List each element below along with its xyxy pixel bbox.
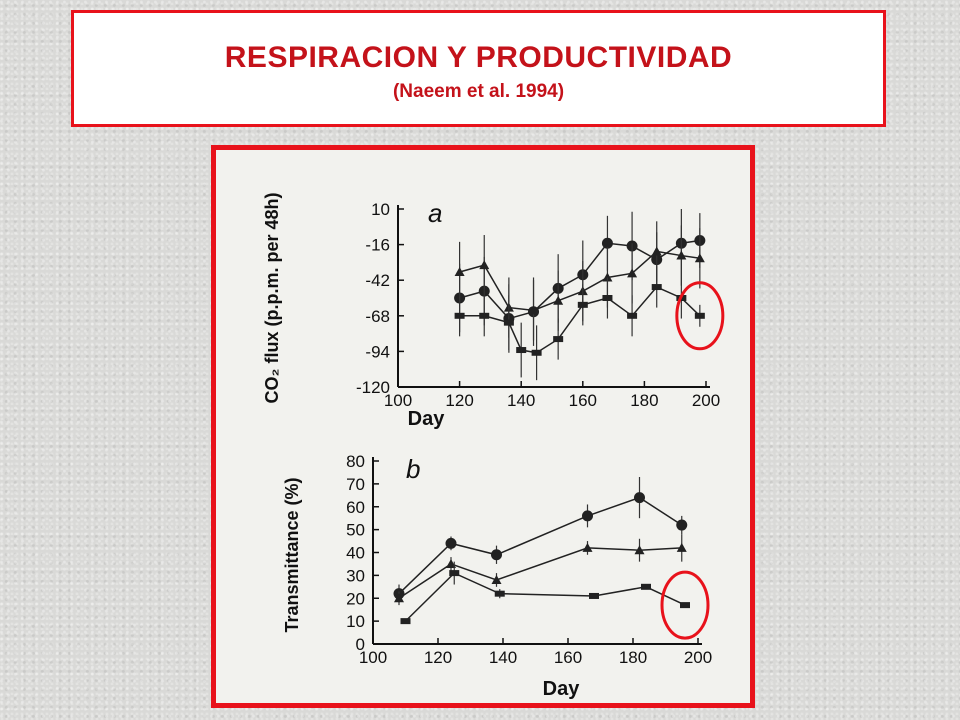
panel-a-x-tick-label: 200	[692, 391, 720, 410]
panel-b-y-tick-label: 40	[346, 544, 365, 563]
panel-a-point-square	[454, 312, 465, 319]
panel-a-highlight-circle	[675, 281, 725, 351]
panel-a-x-tick-label: 120	[445, 391, 473, 410]
panel-b-point-triangle	[446, 558, 456, 568]
panel-a-x-tick-label: 100	[384, 391, 412, 410]
panel-a-point-triangle	[651, 246, 662, 256]
panel-a-point-square	[531, 349, 542, 356]
panel-b-x-tick-label: 200	[684, 648, 712, 667]
page-subtitle: (Naeem et al. 1994)	[392, 81, 565, 102]
panel-b-y-tick-label: 70	[346, 475, 365, 494]
panel-a-point-square	[577, 301, 588, 308]
panel-a-y-tick-label: -68	[365, 307, 390, 326]
panel-b-point-square	[449, 570, 460, 577]
panel-b-point-square	[494, 590, 505, 597]
panel-a-y-tick-label: -94	[365, 342, 390, 361]
panel-a-point-square	[694, 312, 705, 319]
panel-b-point-square	[680, 602, 690, 609]
panel-a-y-tick-label: -42	[365, 271, 390, 290]
panel-a-point-circle	[601, 237, 613, 249]
panel-b-y-tick-label: 80	[346, 452, 365, 471]
panel-a-point-triangle	[602, 272, 613, 282]
panel-b-y-tick-label: 0	[356, 635, 365, 654]
panel-b-point-triangle	[491, 574, 502, 584]
panel-b-series-square-line	[404, 572, 686, 622]
panel-b-y-tick-label: 60	[346, 498, 365, 517]
figure-panel: 10 -16 -42 -68 -94 -120 100 120 140 160 180 200 Day C…	[211, 145, 755, 708]
panel-b-y-tick-label: 10	[346, 612, 365, 631]
panel-a-x-tick-label: 180	[630, 391, 658, 410]
panel-a-point-square	[627, 312, 638, 319]
panel-a-point-square	[602, 295, 613, 301]
panel-a-point-triangle	[694, 253, 705, 263]
panel-b-y-tick-label: 50	[346, 521, 365, 540]
panel-b-point-square	[589, 592, 599, 599]
panel-b-point-circle	[445, 537, 457, 549]
panel-b-y-axis-label: Transmittance (%)	[282, 477, 302, 632]
panel-a-y-tick-label: -16	[365, 236, 390, 255]
panel-a-point-triangle	[676, 250, 687, 260]
panel-b-x-axis-label: Day	[543, 678, 581, 700]
panel-a-point-triangle	[528, 305, 539, 315]
panel-b-point-circle	[676, 519, 688, 531]
panel-a-series-triangle-line	[459, 250, 700, 312]
panel-a-point-triangle	[553, 295, 564, 305]
panel-a-point-square	[479, 312, 490, 319]
panel-b-point-square	[641, 583, 651, 590]
page-title: RESPIRACION Y PRODUCTIVIDAD	[224, 41, 733, 74]
panel-a-y-tick-label: -120	[356, 378, 390, 397]
panel-a-x-axis-label: Day	[408, 408, 446, 430]
panel-b-point-triangle	[394, 593, 404, 603]
panel-b-point-circle	[634, 492, 645, 504]
panel-a-x-tick-label: 160	[569, 391, 597, 410]
panel-a-point-triangle	[627, 268, 638, 278]
panel-b-x-tick-label: 180	[619, 648, 647, 667]
panel-b-point-circle	[582, 510, 593, 522]
panel-a-panel-letter: a	[428, 198, 442, 228]
panel-b-series-circle-line	[398, 496, 683, 595]
panel-a-point-square	[516, 347, 527, 354]
panel-b-y-tick-label: 30	[346, 566, 365, 585]
panel-a-series-square-line	[459, 286, 701, 354]
panel-b-x-tick-label: 100	[359, 648, 387, 667]
panel-a-y-axis-label: CO₂ flux (p.p.m. per 48h)	[262, 192, 282, 403]
panel-b-x-tick-label: 140	[489, 648, 517, 667]
panel-a-point-square	[651, 284, 662, 291]
title-box: RESPIRACION Y PRODUCTIVIDAD (Naeem et al…	[71, 10, 886, 127]
panel-b-point-triangle	[582, 542, 593, 552]
panel-a-point-triangle	[454, 266, 465, 276]
panel-a-point-square	[553, 336, 564, 343]
panel-b-point-square	[400, 618, 411, 625]
panel-b-x-tick-label: 120	[424, 648, 452, 667]
panel-b-point-triangle	[634, 545, 645, 555]
panel-b-y-tick-label: 20	[346, 589, 365, 608]
panel-b-x-tick-label: 160	[554, 648, 582, 667]
panel-b-highlight-circle	[660, 570, 710, 640]
panel-b-series-triangle-line	[398, 547, 682, 599]
panel-b-point-triangle	[676, 542, 687, 552]
panel-b-point-circle	[491, 549, 502, 561]
panel-a-y-tick-label: 10	[371, 200, 390, 219]
panel-a-point-square	[503, 319, 514, 326]
panel-a-x-tick-label: 140	[507, 391, 535, 410]
panel-b-panel-letter: b	[406, 454, 420, 484]
panel-a-point-triangle	[479, 260, 490, 270]
